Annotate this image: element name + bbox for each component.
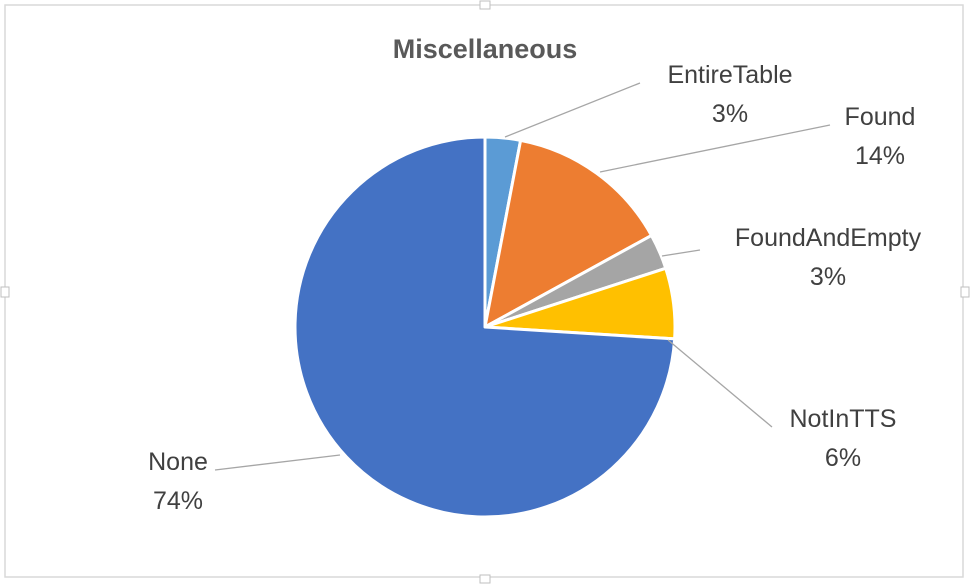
pie-slice-found: [483, 138, 653, 329]
leader-line-notintts: [667, 339, 773, 428]
data-label-category-found: Found: [845, 103, 916, 131]
leader-line-foundandempty: [661, 249, 701, 257]
pie-slice-none: [293, 135, 677, 519]
data-label-value-entiretable: 3%: [712, 100, 748, 128]
leader-line-found: [599, 124, 831, 173]
data-label-value-found: 14%: [855, 142, 905, 170]
leader-line-none: [214, 454, 341, 471]
data-label-value-foundandempty: 3%: [810, 263, 846, 291]
data-label-category-notintts: NotInTTS: [790, 405, 897, 433]
chart-title: Miscellaneous: [393, 34, 578, 64]
leader-line-entiretable: [504, 82, 641, 138]
data-label-value-notintts: 6%: [825, 444, 861, 472]
pie-slices: [293, 135, 677, 519]
leader-lines: [214, 82, 831, 471]
data-label-category-entiretable: EntireTable: [667, 61, 792, 89]
data-label-category-foundandempty: FoundAndEmpty: [735, 224, 922, 252]
data-labels: EntireTable 3% Found 14% FoundAndEmpty 3% NotI…: [148, 61, 921, 515]
data-label-value-none: 74%: [153, 487, 203, 515]
data-label-category-none: None: [148, 448, 208, 476]
